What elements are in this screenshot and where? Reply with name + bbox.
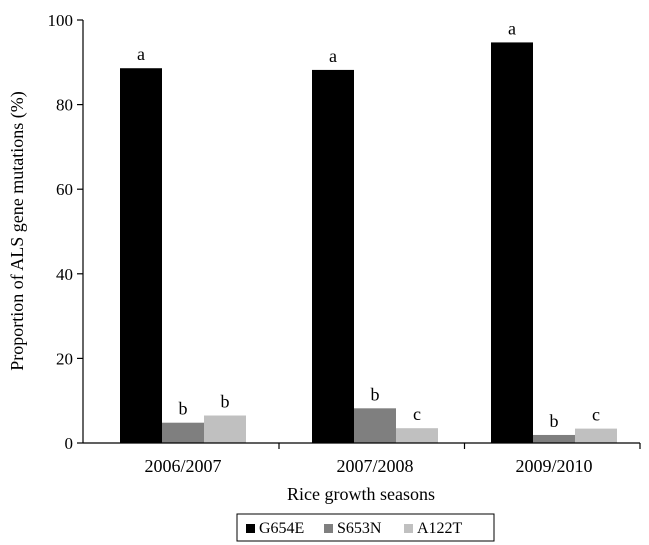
- bar-a122t-2007-2008: [396, 428, 438, 443]
- legend-swatch-s653n: [324, 524, 333, 533]
- legend: G654E S653N A122T: [236, 513, 495, 542]
- legend-label-a122t: A122T: [417, 520, 463, 537]
- y-tick-label: 20: [56, 349, 73, 368]
- significance-letter-g654e-2007-2008: a: [329, 46, 337, 66]
- y-tick-label: 100: [48, 11, 74, 30]
- bar-g654e-2006-2007: [120, 68, 162, 444]
- legend-swatch-g654e: [246, 524, 255, 533]
- y-tick-label: 0: [65, 434, 74, 453]
- legend-swatch-a122t: [404, 524, 413, 533]
- bar-s653n-2009-2010: [533, 434, 575, 443]
- x-tick-label-2006-2007: 2006/2007: [144, 456, 221, 476]
- legend-box: [236, 513, 495, 542]
- y-axis-title: Proportion of ALS gene mutations (%): [7, 91, 28, 370]
- significance-letter-a122t-2006-2007: b: [221, 392, 230, 412]
- legend-label-g654e: G654E: [259, 520, 304, 537]
- y-tick-label: 80: [56, 96, 73, 115]
- significance-letters: a b b a b c a b c: [137, 18, 600, 431]
- bar-s653n-2007-2008: [354, 408, 396, 443]
- bar-a122t-2009-2010: [575, 428, 617, 443]
- significance-letter-a122t-2009-2010: c: [592, 405, 600, 425]
- legend-label-s653n: S653N: [337, 520, 382, 537]
- bar-s653n-2006-2007: [162, 422, 204, 443]
- x-tick-label-2007-2008: 2007/2008: [336, 456, 413, 476]
- y-axis-ticks: 0 20 40 60 80 100: [48, 11, 83, 453]
- x-axis-title: Rice growth seasons: [287, 484, 435, 504]
- x-tick-label-2009-2010: 2009/2010: [515, 456, 592, 476]
- significance-letter-a122t-2007-2008: c: [413, 404, 421, 424]
- significance-letter-s653n-2006-2007: b: [179, 399, 188, 419]
- y-tick-label: 40: [56, 265, 73, 284]
- bars-layer: [120, 42, 617, 444]
- y-tick-label: 60: [56, 180, 73, 199]
- bar-g654e-2007-2008: [312, 69, 354, 443]
- significance-letter-s653n-2007-2008: b: [371, 384, 380, 404]
- significance-letter-g654e-2006-2007: a: [137, 44, 145, 64]
- x-axis-ticks: 2006/2007 2007/2008 2009/2010: [144, 443, 641, 476]
- bar-g654e-2009-2010: [491, 42, 533, 443]
- significance-letter-s653n-2009-2010: b: [550, 411, 559, 431]
- bar-a122t-2006-2007: [204, 415, 246, 443]
- significance-letter-g654e-2009-2010: a: [508, 18, 516, 38]
